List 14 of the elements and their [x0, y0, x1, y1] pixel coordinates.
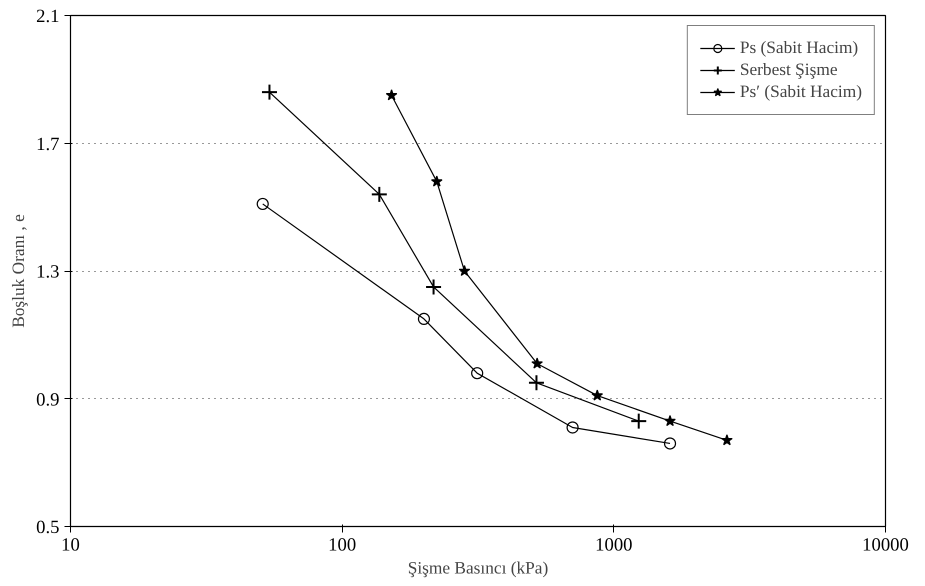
x-tick-label: 10	[61, 534, 80, 556]
y-tick-label: 0.9	[36, 389, 60, 410]
y-axis-title: Boşluk Oranı , e	[9, 214, 28, 328]
x-axis-title: Şişme Basıncı (kPa)	[408, 558, 548, 578]
y-tick-label: 1.3	[36, 262, 60, 282]
x-tick-label: 1000	[595, 534, 632, 556]
legend-label: Ps′ (Sabit Hacim)	[740, 82, 862, 102]
legend-label: Ps (Sabit Hacim)	[740, 38, 858, 58]
legend-label: Serbest Şişme	[740, 60, 838, 80]
y-tick-label: 1.7	[36, 134, 60, 155]
y-tick-label: 2.1	[36, 6, 60, 27]
x-tick-label: 100	[328, 534, 356, 556]
y-tick-label: 0.5	[36, 517, 60, 538]
x-tick-label: 10000	[862, 534, 909, 556]
